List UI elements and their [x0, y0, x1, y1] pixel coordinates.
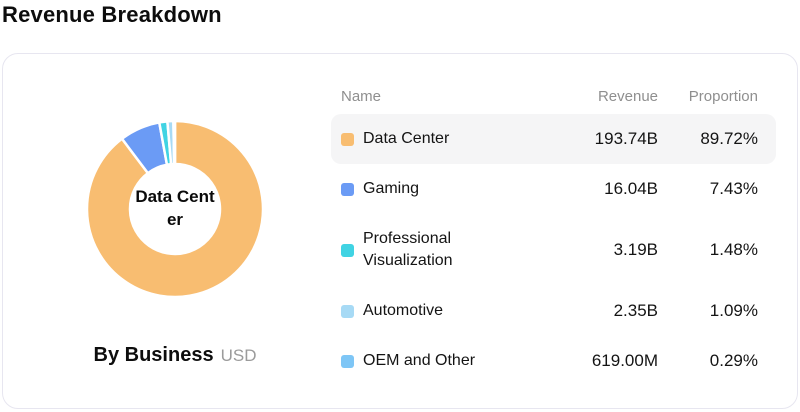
- segment-name: Gaming: [363, 180, 420, 197]
- segment-revenue: 16.04B: [604, 179, 658, 198]
- column-header-name: Name: [341, 87, 382, 105]
- table-row-oem-and-other[interactable]: OEM and Other 619.00M 0.29%: [331, 336, 776, 386]
- segment-revenue: 619.00M: [591, 351, 658, 370]
- name-cell: Professional Visualization: [341, 228, 543, 272]
- legend-table: Name Revenue Proportion Data Center 193.7…: [331, 84, 776, 386]
- column-header-revenue: Revenue: [597, 87, 658, 105]
- chart-caption-label: By Business: [93, 344, 214, 366]
- name-cell: Automotive: [341, 300, 543, 322]
- segment-name: Professional Visualization: [363, 230, 453, 269]
- table-row-gaming[interactable]: Gaming 16.04B 7.43%: [331, 164, 776, 214]
- table-row-automotive[interactable]: Automotive 2.35B 1.09%: [331, 286, 776, 336]
- segment-proportion: 89.72%: [700, 129, 758, 148]
- donut-slice-data-center[interactable]: [85, 119, 265, 299]
- segment-revenue: 3.19B: [613, 240, 658, 259]
- table-row-professional-visualization[interactable]: Professional Visualization 3.19B 1.48%: [331, 214, 776, 286]
- gaming-legend-swatch-icon: [341, 182, 354, 196]
- table-header-row: Name Revenue Proportion: [331, 84, 776, 108]
- oem-and-other-legend-swatch-icon: [341, 354, 354, 368]
- segment-proportion: 7.43%: [709, 179, 758, 198]
- segment-proportion: 1.09%: [709, 301, 758, 320]
- name-cell: OEM and Other: [341, 350, 543, 372]
- segment-revenue: 2.35B: [613, 301, 658, 320]
- donut-chart-area: Data Center By Business USD: [3, 54, 333, 408]
- chart-caption-unit: USD: [220, 346, 257, 365]
- segment-name: Data Center: [363, 130, 450, 147]
- segment-name: OEM and Other: [363, 352, 476, 369]
- column-header-proportion: Proportion: [688, 87, 758, 105]
- automotive-legend-swatch-icon: [341, 304, 354, 318]
- donut-slice-oem-and-other[interactable]: [172, 119, 177, 166]
- segment-name: Automotive: [363, 302, 444, 319]
- segment-proportion: 0.29%: [709, 351, 758, 370]
- donut-chart-wrap: Data Center: [80, 114, 270, 304]
- page-title: Revenue Breakdown: [2, 2, 222, 27]
- segment-proportion: 1.48%: [709, 240, 758, 259]
- donut-chart[interactable]: [80, 114, 270, 304]
- segment-revenue: 193.74B: [594, 129, 658, 148]
- chart-caption: By Business USD: [3, 344, 347, 367]
- data-center-legend-swatch-icon: [341, 132, 354, 146]
- name-cell: Data Center: [341, 128, 543, 150]
- table-body: Data Center 193.74B 89.72% Gaming 16.04B 7.43…: [331, 114, 776, 386]
- table-row-data-center[interactable]: Data Center 193.74B 89.72%: [331, 114, 776, 164]
- revenue-breakdown-card: Data Center By Business USD Name Revenue …: [2, 53, 798, 409]
- professional-visualization-legend-swatch-icon: [341, 243, 354, 257]
- name-cell: Gaming: [341, 178, 543, 200]
